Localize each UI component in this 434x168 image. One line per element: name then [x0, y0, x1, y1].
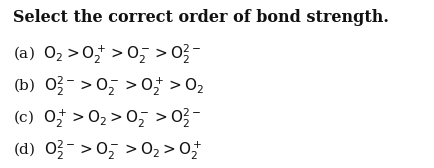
Text: Select the correct order of bond strength.: Select the correct order of bond strengt… — [13, 9, 388, 26]
Text: (c)  $\mathrm{O_2^+ > O_2 > O_2^- > O_2^{2-}}$: (c) $\mathrm{O_2^+ > O_2 > O_2^- > O_2^{… — [13, 107, 201, 130]
Text: (d)  $\mathrm{O_2^{2-} > O_2^- > O_2 > O_2^+}$: (d) $\mathrm{O_2^{2-} > O_2^- > O_2 > O_… — [13, 139, 202, 162]
Text: (a)  $\mathrm{O_2 > O_2^+ > O_2^- > O_2^{2-}}$: (a) $\mathrm{O_2 > O_2^+ > O_2^- > O_2^{… — [13, 43, 201, 66]
Text: (b)  $\mathrm{O_2^{2-} > O_2^- > O_2^+ > O_2}$: (b) $\mathrm{O_2^{2-} > O_2^- > O_2^+ > … — [13, 75, 204, 98]
